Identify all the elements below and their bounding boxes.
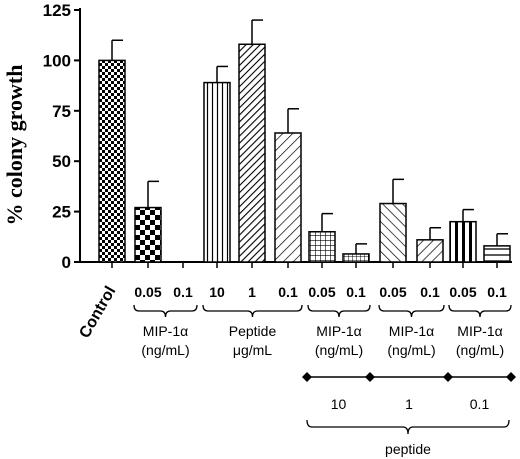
group-unit: (ng/mL) <box>315 342 363 358</box>
bar <box>203 81 231 263</box>
bar <box>308 231 336 263</box>
diamond-marker <box>506 372 516 382</box>
diamond-marker <box>365 372 375 382</box>
group-brace <box>133 304 198 318</box>
group-label: MIP-1α <box>457 323 502 339</box>
bar <box>274 132 302 263</box>
x-tick-label: 10 <box>209 284 225 300</box>
group-brace <box>378 304 445 318</box>
x-axis-ticks: Control 0.05 0.1 10 1 0.1 0.05 0.1 0.05 0.1 0.05 0.… <box>76 262 507 341</box>
group-brace <box>307 304 371 318</box>
group-brace <box>202 304 303 318</box>
y-tick-label: 25 <box>52 203 71 222</box>
group-unit: (ng/mL) <box>141 342 189 358</box>
y-axis-label: % colony growth <box>2 65 27 226</box>
group-label: MIP-1α <box>143 323 188 339</box>
x-tick-label: 0.05 <box>134 284 161 300</box>
peptide-level-label: 10 <box>331 396 347 412</box>
x-tick-label: 0.1 <box>420 284 440 300</box>
group-label: MIP-1α <box>316 323 361 339</box>
y-tick-label: 100 <box>43 51 71 70</box>
y-tick-label: 0 <box>62 253 71 272</box>
x-tick-label: 0.1 <box>278 284 298 300</box>
x-tick-label: 0.1 <box>487 284 507 300</box>
bar <box>98 59 126 263</box>
group-brace <box>448 304 512 318</box>
y-tick-label: 75 <box>52 102 71 121</box>
y-tick-label: 125 <box>43 1 71 20</box>
group-label: MIP-1α <box>389 323 434 339</box>
bar <box>238 43 266 263</box>
x-tick-label: 0.05 <box>379 284 406 300</box>
diamond-marker <box>443 372 453 382</box>
group-unit: (ng/mL) <box>387 342 435 358</box>
peptide-level-label: 0.1 <box>470 396 490 412</box>
x-tick-label: Control <box>76 284 119 342</box>
group-labels: MIP-1α (ng/mL) Peptide μg/mL MIP-1α (ng/mL) MI… <box>133 304 512 358</box>
x-tick-label: 0.05 <box>308 284 335 300</box>
group-brace <box>306 419 510 435</box>
group-label: Peptide <box>229 323 277 339</box>
group-unit: (ng/mL) <box>456 342 504 358</box>
x-tick-label: 0.05 <box>449 284 476 300</box>
group-unit: μg/mL <box>233 342 272 358</box>
bar <box>449 220 477 263</box>
bar <box>134 206 162 263</box>
bar <box>416 239 444 263</box>
peptide-annotation: 10 1 0.1 peptide <box>302 372 516 457</box>
peptide-level-label: 1 <box>405 396 413 412</box>
y-tick-label: 50 <box>52 152 71 171</box>
x-tick-label: 0.1 <box>346 284 366 300</box>
bar <box>379 202 407 263</box>
peptide-label: peptide <box>385 441 431 457</box>
x-tick-label: 0.1 <box>173 284 193 300</box>
bar <box>483 245 511 263</box>
bars <box>98 19 511 263</box>
diamond-marker <box>302 372 312 382</box>
x-tick-label: 1 <box>248 284 256 300</box>
bar <box>342 253 370 263</box>
